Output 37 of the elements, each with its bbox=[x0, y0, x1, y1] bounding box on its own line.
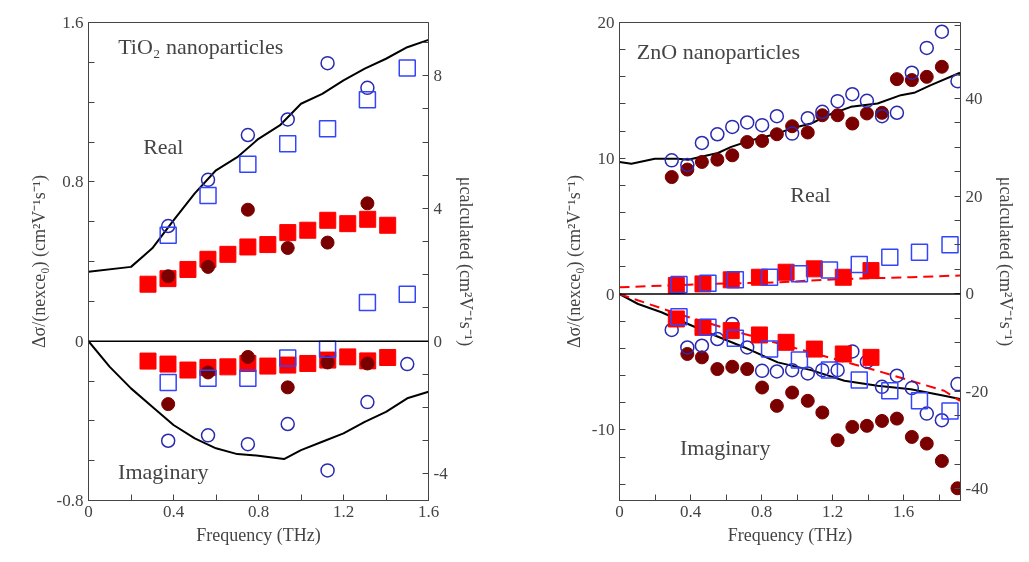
y-tick-label: 0.8 bbox=[62, 172, 84, 192]
y2-tick-label: -40 bbox=[965, 479, 989, 499]
annotation: TiO₂ nanoparticles bbox=[118, 33, 284, 59]
y2-tick-label: 0 bbox=[965, 284, 974, 304]
x-axis-title: Frequency (THz) bbox=[196, 524, 321, 546]
y-tick-label: 0 bbox=[75, 331, 84, 351]
x-tick-label: 1.2 bbox=[822, 501, 844, 521]
y-tick-label: 20 bbox=[597, 13, 615, 32]
y2-tick-label: 8 bbox=[433, 66, 442, 86]
y2-tick-label: 20 bbox=[965, 186, 983, 206]
y2-axis-title: μcalculated (cm²V⁻¹s⁻¹) bbox=[454, 176, 476, 347]
annotation: Real bbox=[143, 134, 184, 160]
x-tick-label: 0.8 bbox=[247, 501, 270, 521]
x-tick-label: 0.4 bbox=[679, 501, 702, 521]
y2-axis-title: μcalculated (cm²V⁻¹s⁻¹) bbox=[995, 176, 1017, 347]
x-axis-title: Frequency (THz) bbox=[727, 524, 853, 546]
x-tick-label: 1.6 bbox=[893, 501, 915, 521]
x-tick-label: 0.8 bbox=[750, 501, 773, 521]
y-axis-title: Δσ/(nexce₀) (cm²V⁻¹s⁻¹) bbox=[28, 174, 50, 349]
x-tick-label: 0.4 bbox=[162, 501, 185, 521]
y-tick-label: -10 bbox=[591, 420, 615, 440]
x-tick-label: 1.2 bbox=[332, 501, 355, 521]
annotation: Imaginary bbox=[118, 459, 209, 485]
y-tick-label: -0.8 bbox=[56, 491, 84, 510]
annotation: Imaginary bbox=[680, 435, 771, 461]
y-axis-title: Δσ/(nexce₀) (cm²V⁻¹s⁻¹) bbox=[563, 174, 585, 349]
annotation: Real bbox=[790, 182, 831, 208]
y2-tick-label: 40 bbox=[965, 89, 983, 109]
y-tick-label: 10 bbox=[597, 148, 615, 168]
y-tick-label: 1.6 bbox=[62, 13, 84, 32]
x-tick-label: 1.6 bbox=[417, 501, 440, 521]
y2-tick-label: 4 bbox=[433, 198, 443, 218]
y2-tick-label: 0 bbox=[433, 331, 442, 351]
annotation: ZnO nanoparticles bbox=[636, 38, 800, 64]
y2-tick-label: -4 bbox=[433, 464, 449, 484]
y-tick-label: 0 bbox=[606, 284, 615, 304]
y2-tick-label: -20 bbox=[965, 381, 989, 401]
